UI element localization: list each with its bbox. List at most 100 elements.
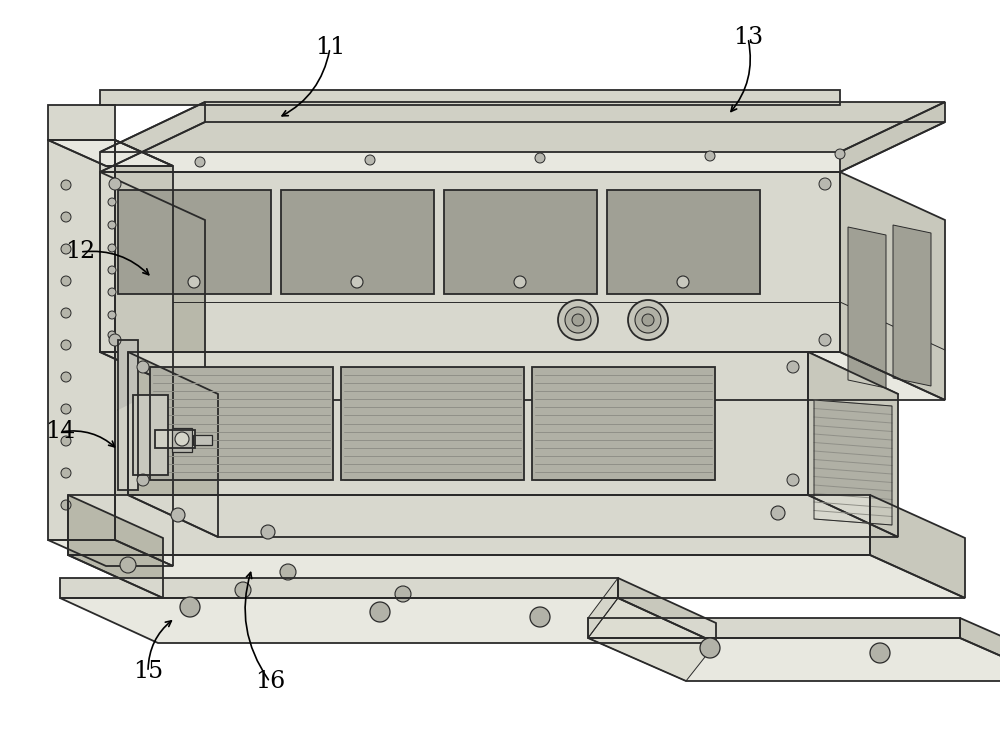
Circle shape — [61, 404, 71, 414]
Circle shape — [572, 314, 584, 326]
Circle shape — [108, 244, 116, 252]
Polygon shape — [128, 352, 218, 537]
Circle shape — [351, 276, 363, 288]
Circle shape — [642, 314, 654, 326]
Circle shape — [195, 157, 205, 167]
Polygon shape — [48, 140, 173, 166]
Polygon shape — [960, 618, 1000, 681]
Circle shape — [61, 436, 71, 446]
Circle shape — [530, 607, 550, 627]
Circle shape — [705, 151, 715, 161]
Polygon shape — [60, 578, 618, 598]
Circle shape — [61, 340, 71, 350]
Circle shape — [61, 308, 71, 318]
Polygon shape — [341, 367, 524, 480]
Circle shape — [565, 307, 591, 333]
Polygon shape — [870, 495, 965, 598]
Polygon shape — [68, 495, 163, 598]
Circle shape — [395, 586, 411, 602]
Circle shape — [787, 474, 799, 486]
Polygon shape — [118, 340, 138, 410]
Circle shape — [137, 361, 149, 373]
Polygon shape — [100, 172, 205, 400]
Polygon shape — [100, 122, 945, 172]
Polygon shape — [100, 102, 945, 152]
Circle shape — [677, 276, 689, 288]
Circle shape — [137, 474, 149, 486]
Polygon shape — [100, 352, 945, 400]
Polygon shape — [848, 227, 886, 388]
Polygon shape — [100, 90, 840, 105]
Circle shape — [835, 149, 845, 159]
Circle shape — [819, 334, 831, 346]
Polygon shape — [48, 105, 115, 140]
Circle shape — [108, 221, 116, 229]
Polygon shape — [808, 352, 898, 537]
Circle shape — [108, 311, 116, 319]
Circle shape — [787, 361, 799, 373]
Polygon shape — [281, 190, 434, 294]
Circle shape — [175, 432, 189, 446]
Polygon shape — [128, 352, 808, 495]
Polygon shape — [588, 638, 1000, 681]
Text: 13: 13 — [733, 26, 763, 50]
Circle shape — [188, 276, 200, 288]
Text: 15: 15 — [133, 661, 163, 683]
Text: 11: 11 — [315, 37, 345, 59]
Circle shape — [120, 557, 136, 573]
Circle shape — [180, 597, 200, 617]
Circle shape — [61, 276, 71, 286]
Circle shape — [771, 506, 785, 520]
Circle shape — [819, 178, 831, 190]
Polygon shape — [193, 435, 212, 445]
Polygon shape — [532, 367, 715, 480]
Circle shape — [108, 331, 116, 339]
Text: 12: 12 — [65, 241, 95, 263]
Circle shape — [235, 582, 251, 598]
Polygon shape — [155, 430, 195, 448]
Circle shape — [61, 468, 71, 478]
Circle shape — [558, 300, 598, 340]
Polygon shape — [840, 172, 945, 400]
Circle shape — [61, 244, 71, 254]
Circle shape — [514, 276, 526, 288]
Polygon shape — [118, 340, 138, 490]
Circle shape — [635, 307, 661, 333]
Polygon shape — [100, 102, 205, 172]
Polygon shape — [68, 555, 965, 598]
Circle shape — [700, 638, 720, 658]
Polygon shape — [133, 395, 168, 475]
Circle shape — [108, 288, 116, 296]
Text: 14: 14 — [45, 421, 75, 443]
Polygon shape — [128, 495, 898, 537]
Circle shape — [280, 564, 296, 580]
Circle shape — [109, 334, 121, 346]
Polygon shape — [100, 172, 840, 352]
Polygon shape — [48, 540, 173, 566]
Circle shape — [261, 525, 275, 539]
Circle shape — [61, 212, 71, 222]
Polygon shape — [48, 140, 115, 540]
Polygon shape — [618, 578, 716, 643]
Circle shape — [628, 300, 668, 340]
Polygon shape — [150, 367, 333, 480]
Circle shape — [171, 508, 185, 522]
Polygon shape — [172, 428, 192, 452]
Polygon shape — [60, 598, 716, 643]
Polygon shape — [588, 618, 960, 638]
Circle shape — [365, 155, 375, 165]
Circle shape — [109, 178, 121, 190]
Polygon shape — [115, 140, 173, 566]
Polygon shape — [118, 190, 271, 294]
Polygon shape — [840, 102, 945, 172]
Polygon shape — [893, 225, 931, 386]
Circle shape — [108, 198, 116, 206]
Circle shape — [870, 643, 890, 663]
Polygon shape — [588, 598, 716, 681]
Polygon shape — [48, 140, 173, 166]
Circle shape — [535, 153, 545, 163]
Circle shape — [108, 266, 116, 274]
Circle shape — [370, 602, 390, 622]
Circle shape — [61, 500, 71, 510]
Circle shape — [61, 372, 71, 382]
